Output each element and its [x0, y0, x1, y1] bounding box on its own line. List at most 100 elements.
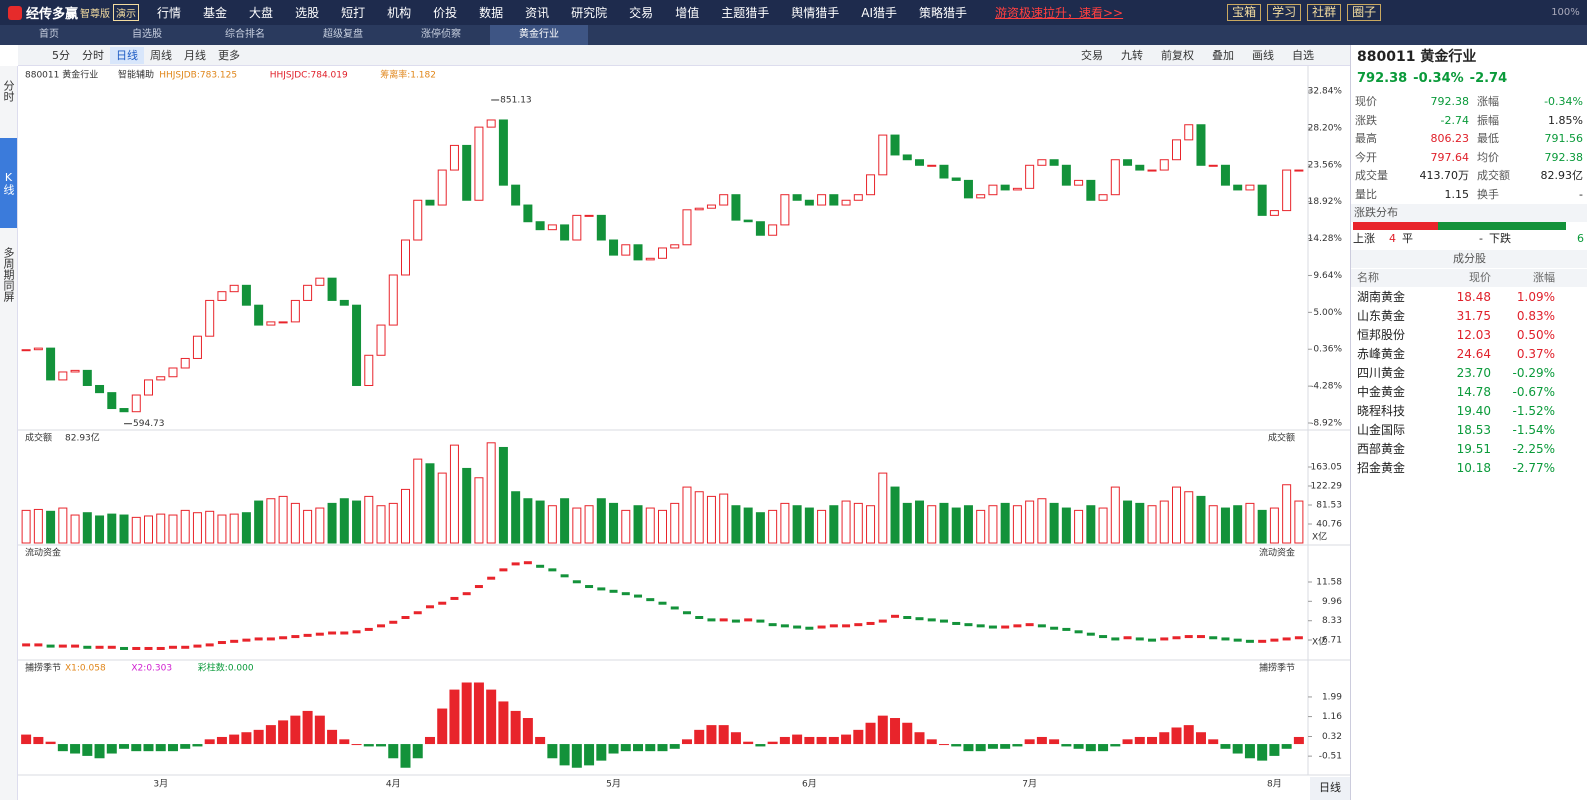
candle — [119, 408, 129, 413]
candle — [303, 284, 313, 301]
indicator-bar — [131, 744, 142, 752]
quote-row: 现价 792.38 涨幅 -0.34% — [1351, 93, 1587, 111]
stock-name: 晓程科技 — [1357, 404, 1406, 418]
menu-item[interactable]: 行情 — [157, 6, 182, 20]
stock-row[interactable]: 晓程科技 19.40 -1.52% — [1351, 402, 1587, 420]
stock-row[interactable]: 中金黄金 14.78 -0.67% — [1351, 383, 1587, 401]
indicator-bar — [1293, 736, 1304, 745]
menu-item[interactable]: 交易 — [629, 6, 654, 20]
indicator-bar — [535, 736, 546, 745]
indicator-bar — [596, 744, 607, 761]
period-button[interactable]: 分时 — [82, 48, 104, 62]
volume-bar — [645, 507, 655, 544]
top-button[interactable]: 社群 — [1307, 4, 1342, 21]
stock-row[interactable]: 山东黄金 31.75 0.83% — [1351, 307, 1587, 325]
period-button[interactable]: 周线 — [150, 48, 172, 62]
indicator-bar — [1049, 739, 1060, 745]
volume-bar — [498, 446, 508, 544]
volume-bar — [437, 472, 447, 544]
tool-button[interactable]: 九转 — [1121, 48, 1143, 62]
menu-item[interactable]: 价投 — [433, 6, 458, 20]
indicator-bar — [192, 744, 203, 747]
candle — [535, 221, 545, 231]
top-button[interactable]: 圈子 — [1347, 4, 1382, 21]
column-header: 涨幅 — [1533, 271, 1555, 284]
volume-bar — [915, 500, 924, 544]
menu-item[interactable]: 大盘 — [249, 6, 274, 20]
volume-bar — [82, 512, 92, 544]
quote-value: 82.93亿 — [1540, 169, 1584, 182]
quote-label: 今开 — [1355, 150, 1377, 164]
indicator: HHJSJDB:783.125 — [159, 71, 237, 81]
period-button[interactable]: 5分 — [52, 48, 70, 62]
stock-price: 23.70 — [1456, 366, 1491, 380]
indicator-bar — [1073, 744, 1084, 749]
stock-row[interactable]: 西部黄金 19.51 -2.25% — [1351, 440, 1587, 458]
candle — [547, 224, 557, 231]
side-tab[interactable]: 多周期同屏 — [2, 246, 15, 302]
tool-button[interactable]: 前复权 — [1161, 48, 1194, 62]
top-button[interactable]: 宝箱 — [1227, 4, 1262, 21]
menu-item[interactable]: 主题猎手 — [721, 6, 770, 20]
candle — [609, 239, 619, 256]
side-tab[interactable]: 分时 — [2, 80, 15, 102]
stock-row[interactable]: 山金国际 18.53 -1.54% — [1351, 421, 1587, 439]
menu: 行情 基金 大盘 选股 短打 机构 价投 数据 资讯 研究院 交易 增值 主题猎手 舆情猎手 AI猎手 策略猎… — [157, 4, 989, 21]
candle — [719, 194, 729, 206]
menu-item[interactable]: 资讯 — [525, 6, 550, 20]
top-button[interactable]: 学习 — [1267, 4, 1302, 21]
menu-item[interactable]: 选股 — [295, 6, 320, 20]
period-buttons: 5分 分时 日线 周线 月线 更多 — [46, 46, 246, 64]
candle — [841, 199, 851, 206]
tab[interactable]: 首页 — [39, 29, 59, 40]
stock-change: -2.25% — [1512, 442, 1555, 456]
tab[interactable]: 自选股 — [132, 29, 162, 40]
candle — [976, 194, 986, 199]
stock-row[interactable]: 湖南黄金 18.48 1.09% — [1351, 288, 1587, 306]
menu-item[interactable]: AI猎手 — [861, 6, 897, 20]
tab[interactable]: 超级复盘 — [323, 29, 363, 40]
menu-item[interactable]: 机构 — [387, 6, 412, 20]
candle — [988, 184, 998, 196]
x-tick-label: 5月 — [606, 779, 621, 790]
candle — [1196, 124, 1206, 166]
stock-row[interactable]: 四川黄金 23.70 -0.29% — [1351, 364, 1587, 382]
tool-button[interactable]: 画线 — [1252, 48, 1274, 62]
tab[interactable]: 综合排名 — [225, 29, 265, 40]
tool-button[interactable]: 自选 — [1292, 48, 1314, 62]
candle — [584, 214, 594, 217]
volume-bar — [584, 505, 594, 544]
indicator-bar — [241, 732, 252, 745]
side-tab[interactable]: K线 — [0, 138, 17, 228]
candle — [890, 134, 900, 156]
breadth-down — [1438, 222, 1566, 230]
indicator-bar — [388, 744, 399, 759]
menu-item[interactable]: 短打 — [341, 6, 366, 20]
menu-item[interactable]: 数据 — [479, 6, 504, 20]
stock-row[interactable]: 招金黄金 10.18 -2.77% — [1351, 459, 1587, 477]
menu-item[interactable]: 研究院 — [571, 6, 608, 20]
up-count: 4 — [1389, 232, 1396, 245]
menu-item[interactable]: 增值 — [675, 6, 700, 20]
stock-row[interactable]: 赤峰黄金 24.64 0.37% — [1351, 345, 1587, 363]
panel-subtitle: 82.93亿 — [65, 432, 100, 444]
candle — [21, 349, 31, 352]
candle — [829, 194, 839, 206]
stock-price: 18.53 — [1456, 423, 1491, 437]
indicator-bar — [1269, 744, 1280, 756]
period-button[interactable]: 日线 — [110, 46, 144, 64]
period-button[interactable]: 更多 — [218, 48, 240, 62]
menu-item[interactable]: 基金 — [203, 6, 228, 20]
indicator-bar — [70, 744, 81, 754]
tool-button[interactable]: 叠加 — [1212, 48, 1234, 62]
active-tab[interactable]: 黄金行业 — [490, 25, 588, 45]
volume-bar — [21, 509, 31, 544]
stock-row[interactable]: 恒邦股份 12.03 0.50% — [1351, 326, 1587, 344]
period-button[interactable]: 月线 — [184, 48, 206, 62]
tool-button[interactable]: 交易 — [1081, 48, 1103, 62]
promo[interactable]: 游资极速拉升，速看>> — [995, 6, 1124, 20]
demo[interactable]: 演示 — [113, 4, 140, 21]
menu-item[interactable]: 舆情猎手 — [791, 6, 840, 20]
tab[interactable]: 涨停侦察 — [421, 29, 461, 40]
menu-item[interactable]: 策略猎手 — [918, 6, 967, 20]
